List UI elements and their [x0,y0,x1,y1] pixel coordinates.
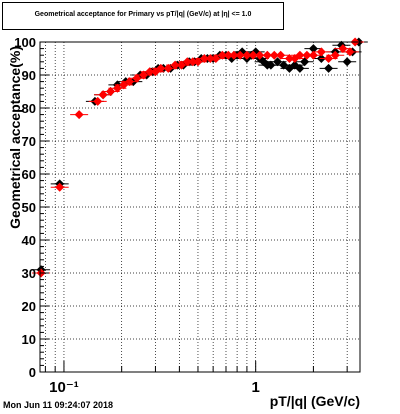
data-point [295,63,305,73]
y-tick-label: 80 [22,101,36,116]
data-point [93,96,103,106]
y-tick-label: 0 [29,365,36,380]
grid-lines [40,42,360,372]
data-point [259,57,269,67]
data-point [211,54,221,63]
y-tick-label: 60 [22,167,36,182]
x-tick-label: 10⁻¹ [49,379,79,396]
chart-title-box: Geometrical acceptance for Primary vs pT… [2,2,284,30]
data-point [125,77,135,87]
data-point [132,73,142,83]
data-point [112,83,122,93]
data-point [276,50,286,60]
data-point [273,57,283,67]
y-tick-label: 100 [14,35,36,50]
data-point [74,110,84,120]
footer-timestamp: Mon Jun 11 09:24:07 2018 [3,400,114,410]
data-point [266,60,276,70]
y-tick-label: 20 [22,299,36,314]
data-point [316,47,326,57]
data-point [342,57,352,67]
y-tick-label: 10 [22,332,36,347]
x-axis-title: pT/|q| (GeV/c) [270,393,360,409]
data-point [139,70,149,80]
data-point [324,63,334,73]
axis-ticks [40,41,348,373]
y-tick-label: 50 [22,200,36,215]
y-tick-label: 40 [22,233,36,248]
data-point [324,54,334,63]
data-point [345,47,355,57]
data-point [55,182,65,192]
tick-labels: 0 10 20 30 40 50 60 70 80 90 100 10⁻¹ 1 [14,35,260,396]
chart-title: Geometrical acceptance for Primary vs pT… [34,11,252,18]
data-point [98,90,108,100]
data-point [193,57,203,67]
data-point [330,50,340,60]
data-point [279,60,289,70]
data-point [308,44,318,54]
y-axis-title: Geometrical acceptance(%) [7,46,23,229]
data-point [176,60,186,70]
y-tick-label: 30 [22,266,36,281]
data-point [338,44,348,54]
data-marks [32,37,368,278]
data-point [163,63,173,73]
y-tick-label: 70 [22,134,36,149]
y-tick-label: 90 [22,68,36,83]
data-point [119,80,129,90]
x-tick-label: 1 [252,379,260,396]
data-point [106,87,116,96]
data-point [308,50,318,60]
